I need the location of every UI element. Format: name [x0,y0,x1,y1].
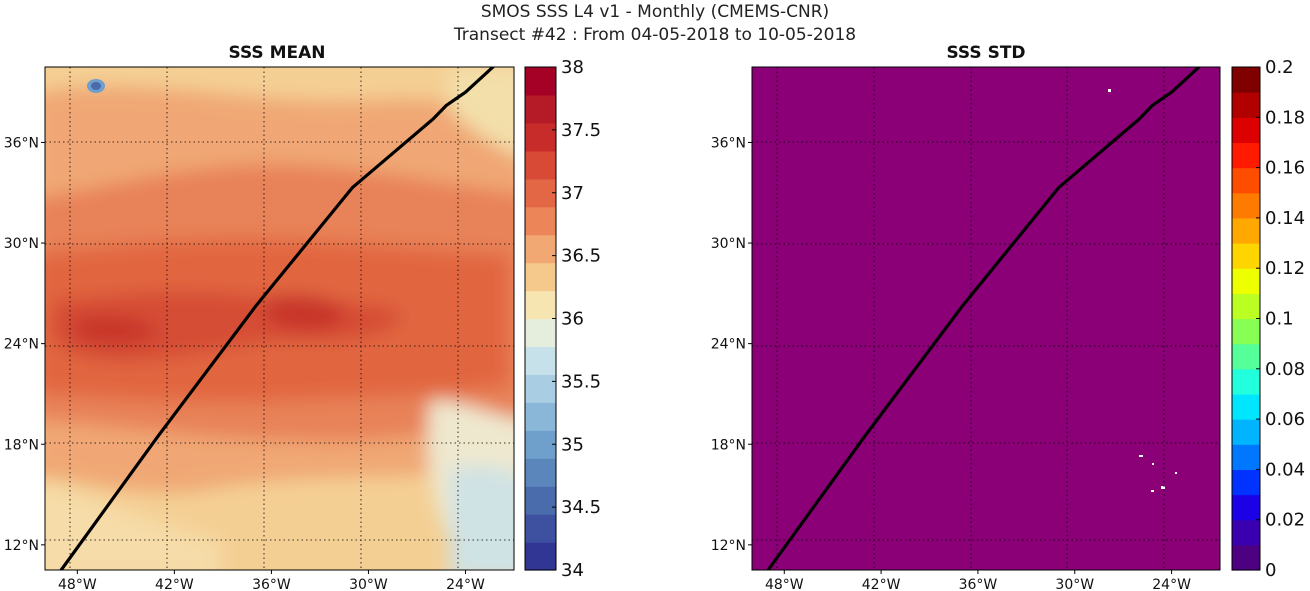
figure-title-line2: Transect #42 : From 04-05-2018 to 10-05-… [453,25,856,45]
sss-mean-colorbar-segment [525,262,556,292]
sss-mean-colorbar-segment [525,94,556,124]
sss-std-y-tick-label: 24°N [711,337,746,353]
sss-std-x-tick-label: 48°W [765,577,804,591]
sss-std-frame [751,66,1221,571]
sss-mean-y-tick-label: 30°N [4,236,39,252]
sss-std-x-tick-label: 30°W [1055,577,1094,591]
sss-std-colorbar-segment [1232,494,1260,521]
sss-std-colorbar-tick-label: 0.02 [1265,510,1305,531]
sss-mean-colorbar-tick-label: 35.5 [561,371,601,392]
sss-mean-colorbar-tick-label: 36.5 [561,246,601,267]
sss-mean-colorbar-segment [525,178,556,208]
sss-std-colorbar-segment [1232,117,1260,144]
sss-std-colorbar-segment [1232,368,1260,395]
sss-std-y-tick-label: 30°N [711,236,746,252]
sss-std-colorbar-tick-label: 0.2 [1265,57,1294,78]
sss-mean-colorbar-segment [525,514,556,543]
sss-std-colorbar-segment [1232,243,1260,269]
sss-std-colorbar-segment [1232,192,1260,219]
sss-mean-colorbar-segment [525,402,556,431]
sss-mean-frame [44,66,515,571]
sss-mean-colorbar-segment [525,374,556,403]
panel-sss-mean: SSS MEAN [4,43,601,591]
sss-std-colorbar: 0 0.02 0.04 0.06 0.08 0.1 0.12 0.14 0.16 0.18 0.2 [1231,57,1305,581]
sss-std-grid [752,67,1220,570]
sss-mean-y-tick-label: 18°N [4,437,39,453]
sss-mean-colorbar: 34 34.5 35 35.5 36 36.5 37 37.5 38 [524,57,601,581]
sss-std-colorbar-segment [1232,293,1260,320]
sss-std-colorbar-tick-label: 0.06 [1265,409,1305,430]
sss-mean-x-tick-label: 48°W [58,577,97,591]
sss-mean-colorbar-segment [525,122,556,152]
sss-mean-colorbar-segment [525,458,556,487]
panel-title-sss-mean: SSS MEAN [228,43,325,63]
sss-std-axis-ticks: 48°W 42°W 36°W 30°W 24°W 12°N 18°N 24°N 30°N 36°N [711,135,1191,591]
panel-sss-std: SSS STD 48°W 42°W 36°W 30°W 24°W 12°N 18°N 24°N… [711,43,1305,591]
sss-std-x-tick-label: 42°W [862,577,901,591]
sss-std-y-tick-label: 36°N [711,135,746,151]
sss-mean-colorbar-segment [525,318,556,348]
sss-mean-colorbar-tick-label: 37 [561,183,584,204]
sss-std-y-tick-label: 12°N [711,538,746,554]
sss-std-colorbar-segment [1232,469,1260,496]
sss-mean-grid [45,67,514,570]
sss-mean-y-tick-label: 36°N [4,135,39,151]
sss-mean-colorbar-segment [525,290,556,320]
sss-mean-colorbar-segment [525,486,556,515]
sss-std-colorbar-tick-label: 0.1 [1265,309,1294,330]
sss-std-colorbar-tick-label: 0.18 [1265,107,1305,128]
sss-std-x-tick-label: 36°W [959,577,998,591]
sss-std-colorbar-segment [1232,444,1260,470]
sss-mean-y-tick-label: 24°N [4,337,39,353]
sss-mean-field [45,67,514,570]
sss-mean-colorbar-tick-label: 36 [561,309,584,330]
sss-mean-colorbar-tick-label: 37.5 [561,120,601,141]
sss-std-colorbar-segment [1232,268,1260,294]
sss-std-colorbar-tick-label: 0.16 [1265,158,1305,179]
sss-std-colorbar-segment [1232,217,1260,244]
panel-title-sss-std: SSS STD [946,43,1025,63]
sss-mean-colorbar-tick-label: 35 [561,434,584,455]
sss-std-colorbar-segment [1232,167,1260,194]
sss-mean-colorbar-tick-label: 38 [561,57,584,78]
sss-std-colorbar-segment [1232,142,1260,169]
sss-mean-x-tick-label: 30°W [349,577,388,591]
sss-std-colorbar-segment [1232,419,1260,445]
sss-std-colorbar-segment [1232,92,1260,118]
sss-mean-colorbar-segment [525,234,556,264]
sss-mean-axis-ticks: 48°W 42°W 36°W 30°W 24°W 12°N 18°N 24°N 30°N 36°N [4,135,485,591]
sss-std-colorbar-tick-label: 0.12 [1265,258,1305,279]
sss-std-colorbar-segment [1232,343,1260,370]
figure-title-line1: SMOS SSS L4 v1 - Monthly (CMEMS-CNR) [481,2,829,22]
sss-std-colorbar-segment [1232,544,1260,571]
sss-std-y-tick-label: 18°N [711,437,746,453]
sss-std-colorbar-segment [1232,318,1260,345]
transect-track-std [766,67,1201,570]
sss-mean-colorbar-segment [525,346,556,375]
sss-std-colorbar-tick-label: 0.08 [1265,359,1305,380]
sss-mean-colorbar-segment [525,206,556,236]
sss-mean-colorbar-segment [525,67,556,96]
sss-mean-colorbar-tick-label: 34 [561,560,584,581]
transect-track-mean [59,67,495,570]
sss-std-colorbar-segment [1232,519,1260,546]
sss-std-colorbar-tick-label: 0.14 [1265,208,1305,229]
sss-mean-x-tick-label: 36°W [252,577,291,591]
sss-std-x-tick-label: 24°W [1152,577,1191,591]
sss-std-colorbar-tick-label: 0 [1265,560,1276,581]
sss-std-colorbar-segment [1232,393,1260,420]
sss-mean-x-tick-label: 24°W [446,577,485,591]
sss-mean-colorbar-segment [525,150,556,180]
sss-std-colorbar-tick-label: 0.04 [1265,459,1305,480]
sss-mean-colorbar-tick-label: 34.5 [561,497,601,518]
sss-mean-y-tick-label: 12°N [4,538,39,554]
sss-mean-colorbar-segment [525,430,556,459]
sss-std-colorbar-segment [1232,67,1260,93]
sss-mean-colorbar-segment [525,542,556,571]
sss-mean-x-tick-label: 42°W [155,577,194,591]
